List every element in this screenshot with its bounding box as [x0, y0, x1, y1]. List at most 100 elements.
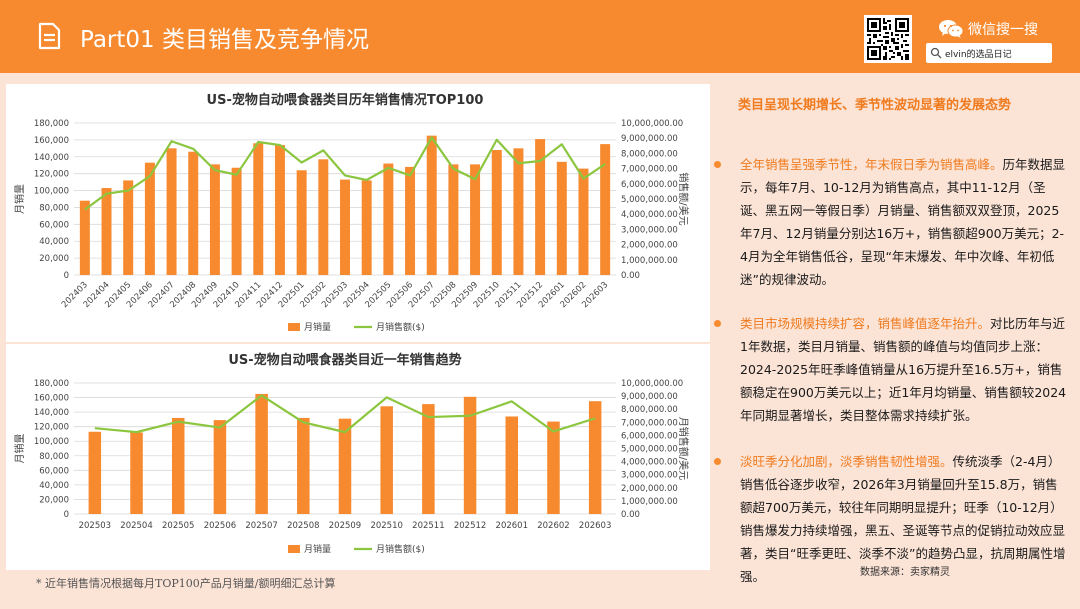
y2-tick-label: 4,000,000.00	[621, 210, 678, 220]
sales-amount-line	[84, 136, 606, 211]
bar-202603	[600, 144, 611, 275]
bar-202502	[318, 159, 329, 275]
search-box[interactable]: elvin的选品日记	[926, 43, 1052, 63]
y2-tick-label: 7,000,000.00	[621, 165, 678, 175]
y-tick-label: 100,000	[34, 187, 69, 197]
y2-tick-label: 8,000,000.00	[621, 149, 678, 159]
analysis-point-2-text: 对比历年与近1年数据，类目月销量、销售额的峰值与均值同步上涨：2024-2025…	[740, 316, 1067, 423]
qr-code-icon	[864, 15, 912, 63]
x-tick-label: 202504	[120, 521, 152, 531]
y2-tick-label: 5,000,000.00	[621, 445, 678, 455]
y-tick-label: 0	[64, 510, 69, 520]
y-axis-label: 月销量	[13, 184, 26, 214]
chart-panel-history: US-宠物自动喂食器类目历年销售情况TOP100 0 20,000 40,000 60,…	[6, 84, 710, 342]
bar-202503	[88, 431, 102, 514]
page-title: Part01 类目销售及竞争情况	[80, 27, 369, 53]
y2-tick-label: 9,000,000.00	[621, 392, 678, 402]
bar-202506	[213, 420, 227, 514]
x-tick-label: 202511	[412, 521, 444, 531]
bar-202509	[338, 418, 352, 514]
y2-tick-label: 2,000,000.00	[621, 241, 678, 251]
wechat-icon	[939, 20, 964, 38]
wechat-search-text: 微信搜一搜	[968, 22, 1038, 38]
bar-202511	[513, 148, 524, 275]
bar-202411	[253, 143, 264, 275]
analysis-point-1-text: 历年数据显示，每年7月、10-12月为销售高点，其中11-12月（圣诞、黑五网一…	[740, 157, 1066, 287]
x-tick-label: 202603	[579, 521, 611, 531]
y-tick-label: 20,000	[39, 495, 69, 505]
bullet-dot-icon	[714, 320, 721, 327]
analysis-point-1-highlight: 全年销售呈强季节性，年末假日季为销售高峰。	[740, 157, 1003, 172]
y-tick-label: 120,000	[34, 170, 69, 180]
legend-line-label: 月销售额($)	[376, 543, 425, 555]
bar-202404	[101, 188, 112, 275]
legend-bar-label: 月销量	[304, 543, 331, 555]
bar-202512	[463, 396, 477, 514]
y-tick-label: 60,000	[39, 220, 69, 230]
y2-tick-label: 0.00	[621, 271, 640, 281]
y2-axis-label: 销售额/美元	[677, 172, 690, 225]
x-tick-label: 202602	[537, 521, 569, 531]
bar-202504	[361, 180, 372, 275]
analysis-heading: 类目呈现长期增长、季节性波动显著的发展态势	[738, 98, 1012, 113]
search-input-text: elvin的选品日记	[945, 49, 1012, 60]
bar-202506	[405, 166, 416, 275]
bar-202405	[123, 180, 134, 275]
bar-202602	[578, 168, 589, 275]
bar-202507	[426, 135, 437, 275]
y-tick-label: 20,000	[39, 254, 69, 264]
bar-202503	[340, 179, 350, 275]
y-tick-label: 80,000	[39, 203, 69, 213]
y-tick-label: 140,000	[34, 153, 69, 163]
legend-line-label: 月销售额($)	[376, 321, 425, 333]
chart-panel-recent: US-宠物自动喂食器类目近一年销售趋势 0 20,000 40,000 60,000 80…	[6, 344, 710, 570]
y-tick-label: 100,000	[34, 437, 69, 447]
x-tick-label: 202503	[79, 521, 111, 531]
search-icon	[930, 47, 942, 59]
y-tick-label: 40,000	[39, 237, 69, 247]
y2-tick-label: 10,000,000.00	[621, 119, 683, 129]
recent-year-sales-chart: US-宠物自动喂食器类目近一年销售趋势 0 20,000 40,000 60,000 80…	[13, 352, 690, 555]
y2-tick-label: 3,000,000.00	[621, 225, 678, 235]
history-sales-chart: US-宠物自动喂食器类目历年销售情况TOP100 0 20,000 40,000 60,…	[13, 92, 690, 333]
bar-202410	[231, 167, 242, 275]
y2-tick-label: 0.00	[621, 510, 640, 520]
bar-202602	[547, 421, 560, 514]
x-tick-label: 202601	[496, 521, 528, 531]
y-tick-label: 180,000	[34, 119, 69, 129]
y2-tick-label: 5,000,000.00	[621, 195, 678, 205]
x-tick-label: 202508	[287, 521, 319, 531]
x-tick-label: 202507	[245, 521, 277, 531]
chart-title: US-宠物自动喂食器类目历年销售情况TOP100	[207, 92, 484, 108]
legend-bar-label: 月销量	[304, 321, 331, 333]
x-tick-label: 202505	[162, 521, 194, 531]
bar-202509	[470, 164, 481, 275]
bar-202412	[274, 144, 285, 275]
x-tick-label: 202506	[204, 521, 236, 531]
y-axis-label: 月销量	[13, 434, 26, 464]
y2-axis-label: 月销售额/美元	[677, 417, 690, 480]
y-tick-label: 160,000	[34, 136, 69, 146]
y2-tick-label: 1,000,000.00	[621, 497, 678, 507]
bar-202508	[448, 164, 459, 275]
bar-202601	[505, 416, 519, 514]
bar-202510	[380, 406, 393, 514]
analysis-point-1: 全年销售呈强季节性，年末假日季为销售高峰。历年数据显示，每年7月、10-12月为…	[714, 153, 1070, 291]
bar-202504	[130, 432, 143, 514]
y2-tick-label: 6,000,000.00	[621, 431, 678, 441]
y-tick-label: 120,000	[34, 423, 69, 433]
y2-tick-label: 8,000,000.00	[621, 405, 678, 415]
bar-202510	[491, 150, 502, 275]
bar-202409	[209, 164, 220, 275]
y2-tick-label: 2,000,000.00	[621, 484, 678, 494]
y2-tick-label: 10,000,000.00	[621, 379, 683, 389]
analysis-point-3: 淡旺季分化加剧，淡季销售韧性增强。传统淡季（2-4月）销售低谷逐步收窄，2026…	[714, 450, 1070, 588]
y-tick-label: 140,000	[34, 408, 69, 418]
bullet-dot-icon	[714, 458, 721, 465]
bullet-dot-icon	[714, 161, 721, 168]
bar-202511	[422, 404, 435, 514]
y2-tick-label: 3,000,000.00	[621, 471, 678, 481]
bar-202403	[79, 200, 90, 275]
analysis-point-3-text: 传统淡季（2-4月）销售低谷逐步收窄，2026年3月销量回升至15.8万，销售额…	[740, 454, 1066, 584]
